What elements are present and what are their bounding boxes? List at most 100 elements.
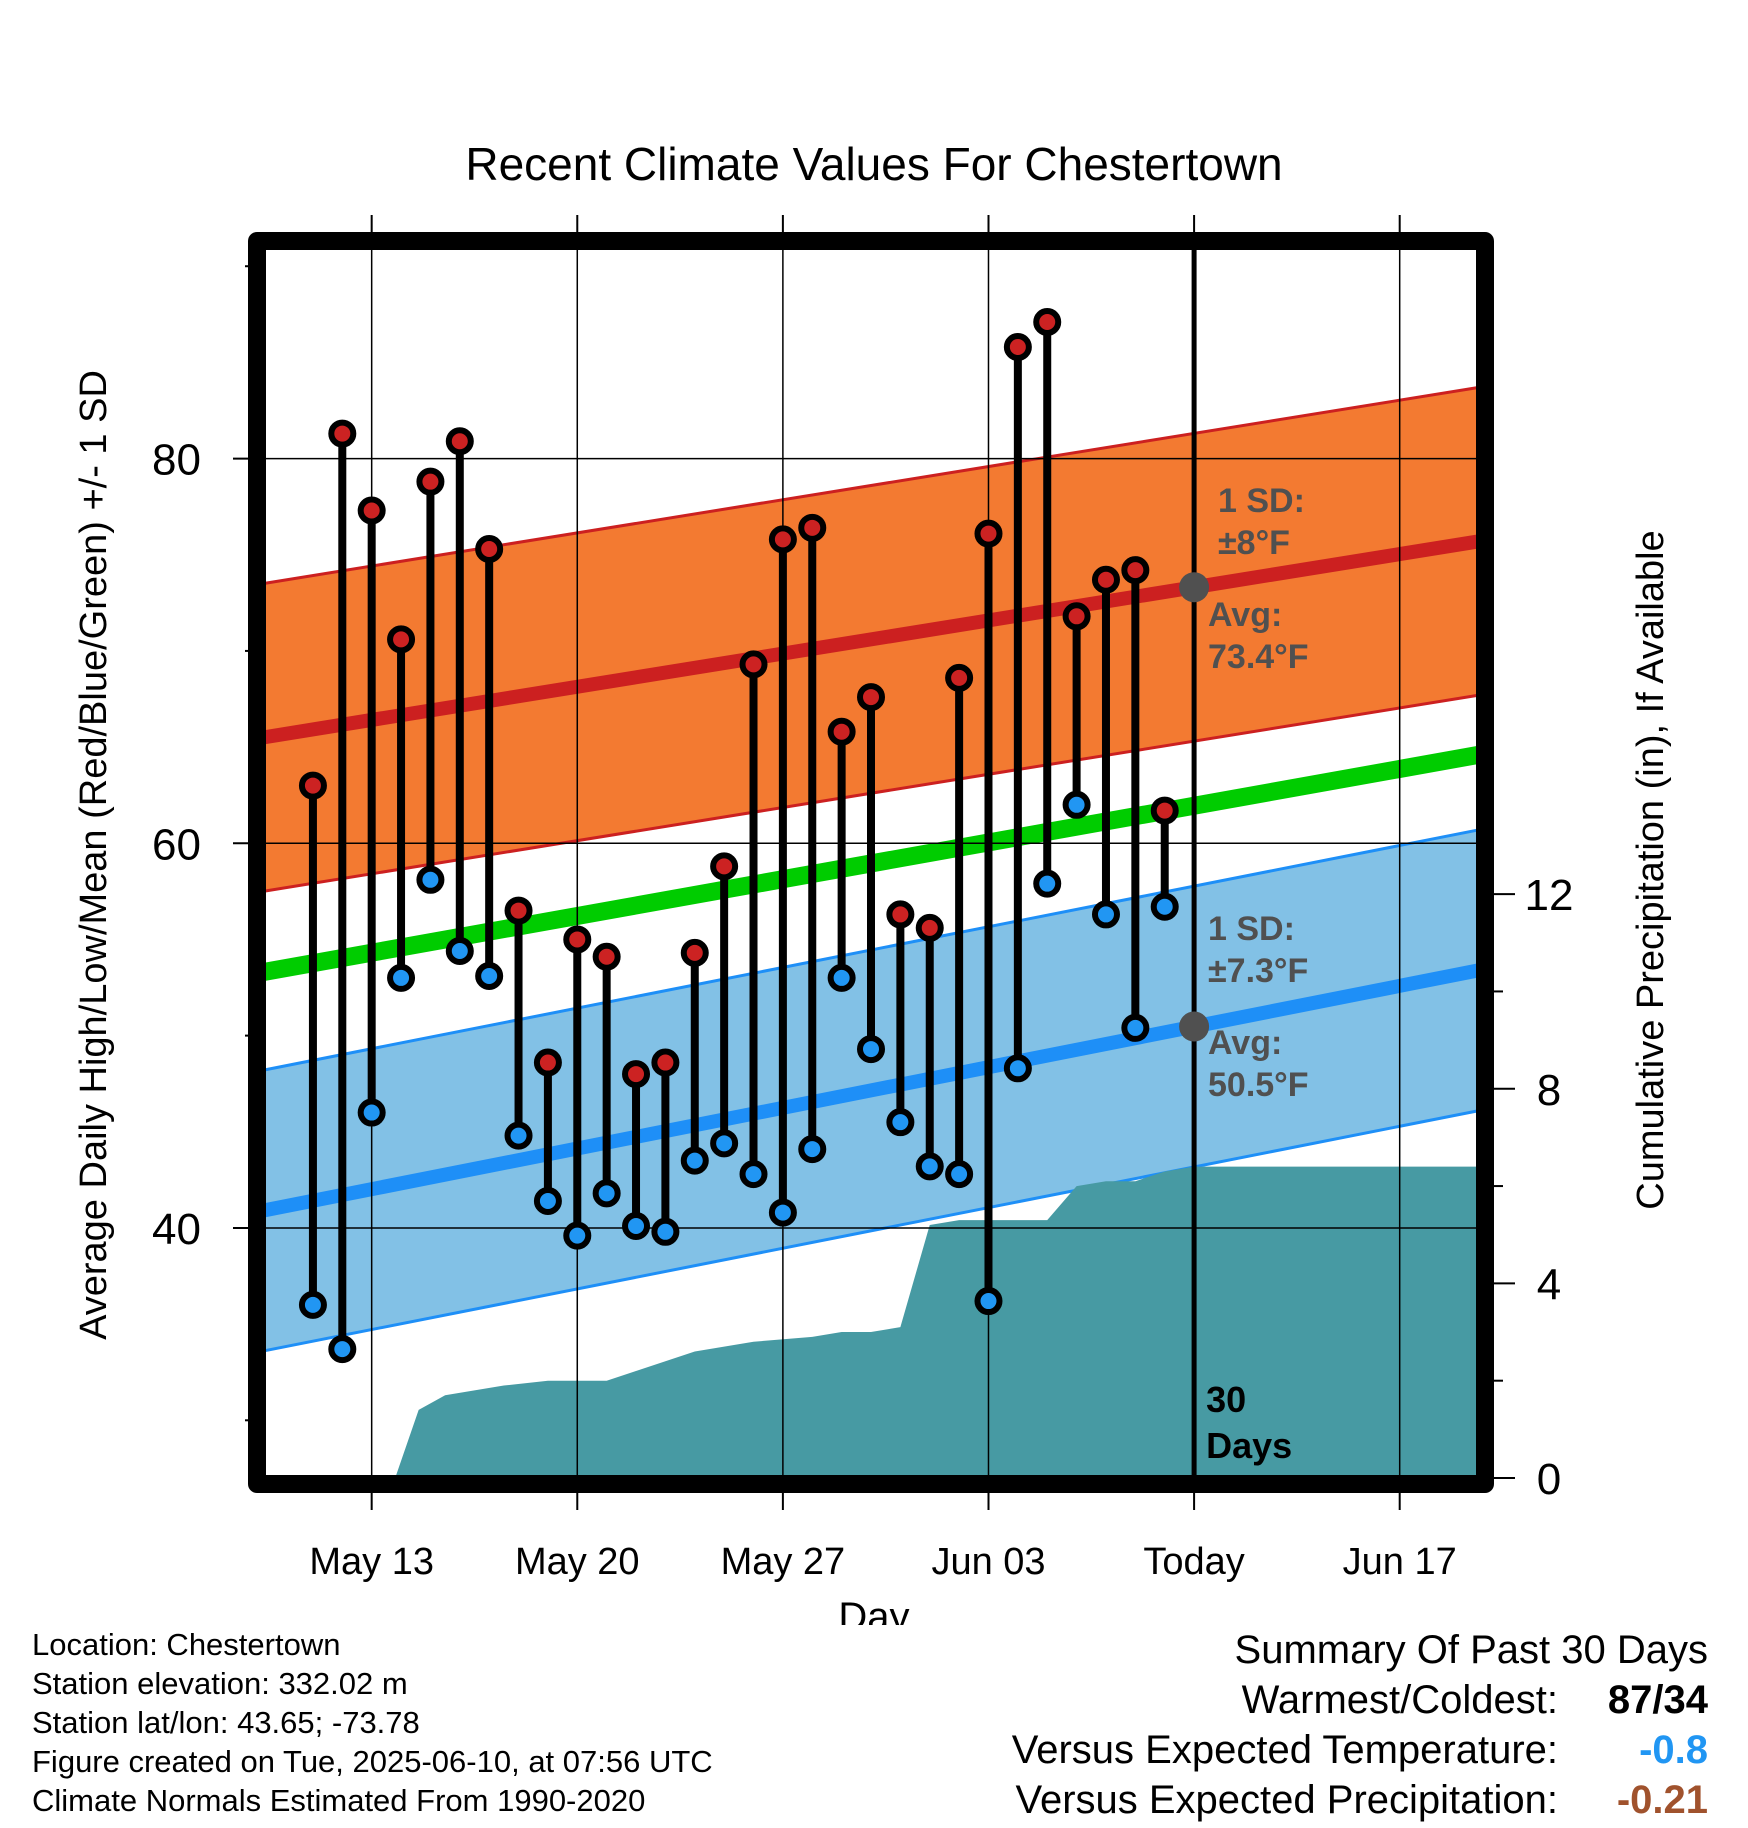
daily-high-point — [974, 519, 1003, 548]
created-text: Figure created on Tue, 2025-06-10, at 07… — [32, 1744, 713, 1779]
daily-low-point — [680, 1146, 709, 1175]
daily-high-point — [886, 900, 915, 929]
daily-low-point — [915, 1152, 944, 1181]
daily-high-point — [827, 717, 856, 746]
daily-high-point — [798, 513, 827, 542]
x-tick-label: Jun 03 — [931, 1541, 1045, 1583]
climate-chart: Recent Climate Values For Chestertown 1 … — [73, 138, 1672, 1625]
daily-high-point — [533, 1048, 562, 1077]
y2-axis-label: Cumulative Precipitation (in), If Availa… — [1630, 530, 1672, 1209]
normal-high-line — [261, 534, 1481, 745]
daily-high-point — [710, 852, 739, 881]
temp-label: Versus Expected Temperature: — [1011, 1728, 1558, 1772]
daily-low-point — [1150, 892, 1179, 921]
daily-low-point — [357, 1098, 386, 1127]
daily-high-point — [445, 427, 474, 456]
daily-low-point — [945, 1160, 974, 1189]
daily-high-point — [768, 525, 797, 554]
daily-low-point — [739, 1160, 768, 1189]
low-sd-annotation: 1 SD: ±7.3°F — [1208, 910, 1308, 990]
y2-tick-label: 8 — [1537, 1066, 1561, 1115]
y2-tick-label: 4 — [1537, 1260, 1561, 1309]
warmest-label: Warmest/Coldest: — [1241, 1678, 1558, 1722]
daily-high-point — [1062, 602, 1091, 631]
daily-low-point — [416, 865, 445, 894]
daily-high-point — [563, 925, 592, 954]
normals-text: Climate Normals Estimated From 1990-2020 — [32, 1783, 646, 1818]
x-tick-label: May 13 — [309, 1541, 434, 1583]
daily-high-point — [857, 683, 885, 712]
normal-low-band-lower-edge — [262, 1109, 1480, 1353]
daily-low-point — [1062, 790, 1091, 819]
high-avg-annotation: Avg: 73.4°F — [1208, 596, 1309, 676]
x-tick-label: May 27 — [721, 1541, 846, 1583]
daily-high-point — [739, 650, 768, 679]
station-info: Location: Chestertown Station elevation:… — [32, 1625, 713, 1820]
location-text: Location: Chestertown — [32, 1627, 341, 1662]
daily-low-point — [1033, 869, 1062, 898]
daily-high-point — [416, 467, 445, 496]
temp-value: -0.8 — [1639, 1728, 1708, 1772]
daily-low-point — [651, 1217, 680, 1246]
daily-high-point — [475, 534, 504, 563]
x-tick-label: Today — [1143, 1541, 1244, 1583]
daily-low-point — [387, 963, 416, 992]
daily-high-point — [622, 1060, 651, 1089]
y-axis-label: Average Daily High/Low/Mean (Red/Blue/Gr… — [73, 370, 115, 1340]
daily-low-point — [328, 1335, 357, 1364]
daily-low-point — [886, 1108, 915, 1137]
daily-low-point — [1091, 900, 1120, 929]
daily-high-point — [1033, 308, 1062, 337]
daily-low-point — [798, 1135, 827, 1164]
daily-high-point — [328, 419, 357, 448]
x-tick-label: May 20 — [515, 1541, 640, 1583]
warmest-value: 87/34 — [1607, 1678, 1708, 1722]
daily-high-point — [680, 938, 709, 967]
precip-label: Versus Expected Precipitation: — [1015, 1778, 1558, 1822]
daily-high-point — [1121, 556, 1150, 585]
daily-low-point — [533, 1187, 562, 1216]
y-tick-label: 40 — [152, 1205, 201, 1254]
daily-low-point — [974, 1287, 1003, 1316]
daily-high-point — [945, 663, 974, 692]
today-low-avg-marker — [1179, 1011, 1210, 1042]
daily-low-point — [592, 1179, 621, 1208]
y-tick-label: 60 — [152, 820, 201, 869]
plot-area: 1 SD: ±8°F Avg: 73.4°F 1 SD: ±7.3°F Avg: 50.5°F… — [152, 215, 1573, 1583]
low-avg-annotation: Avg: 50.5°F — [1208, 1024, 1309, 1104]
daily-high-point — [504, 896, 533, 925]
daily-low-point — [710, 1129, 739, 1158]
summary-panel: Summary Of Past 30 Days Warmest/Coldest:… — [1012, 1625, 1708, 1825]
plot-frame — [248, 232, 1494, 1493]
daily-high-point — [357, 496, 386, 525]
daily-low-point — [622, 1212, 651, 1241]
y2-tick-label: 0 — [1537, 1455, 1561, 1504]
daily-low-point — [768, 1198, 797, 1227]
normal-low-line — [261, 963, 1481, 1218]
high-sd-annotation: 1 SD: ±8°F — [1218, 482, 1305, 562]
precip-area — [395, 1166, 1479, 1478]
precip-value: -0.21 — [1616, 1778, 1708, 1822]
y2-tick-label: 12 — [1525, 871, 1574, 920]
latlon-text: Station lat/lon: 43.65; -73.78 — [32, 1705, 420, 1740]
daily-low-point — [1003, 1054, 1032, 1083]
daily-low-point — [1121, 1013, 1150, 1042]
daily-low-point — [298, 1290, 327, 1319]
daily-low-point — [827, 963, 856, 992]
daily-low-point — [445, 936, 474, 965]
elevation-text: Station elevation: 332.02 m — [32, 1666, 408, 1701]
daily-low-point — [857, 1035, 885, 1064]
daily-high-point — [1003, 333, 1032, 362]
today-high-avg-marker — [1179, 572, 1210, 603]
x-axis-label: Day — [838, 1595, 909, 1625]
daily-high-point — [651, 1048, 680, 1077]
chart-title: Recent Climate Values For Chestertown — [465, 138, 1282, 190]
daily-high-point — [1150, 796, 1179, 825]
daily-high-point — [592, 942, 621, 971]
today-days-label: 30 Days — [1206, 1379, 1292, 1466]
daily-high-point — [387, 625, 416, 654]
x-tick-label: Jun 17 — [1343, 1541, 1457, 1583]
daily-high-point — [298, 771, 327, 800]
daily-high-point — [1091, 565, 1120, 594]
daily-low-point — [563, 1221, 592, 1250]
